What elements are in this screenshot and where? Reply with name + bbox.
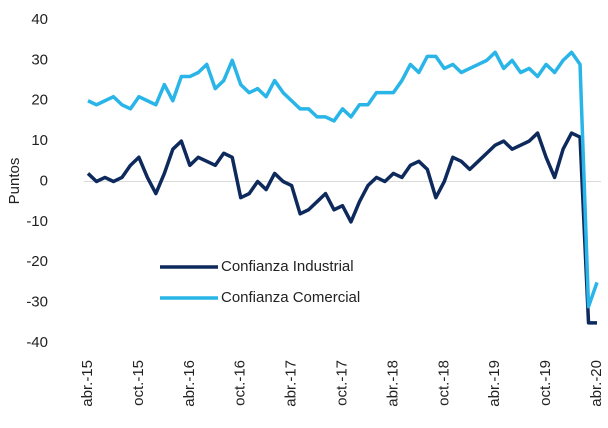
legend-label: Confianza Industrial — [221, 258, 354, 275]
y-tick-label: -40 — [26, 334, 48, 351]
x-tick-label: abr.-20 — [588, 360, 605, 407]
x-tick-label: abr.-16 — [181, 360, 198, 407]
x-tick-label: abr.-18 — [384, 360, 401, 407]
y-tick-label: -30 — [26, 294, 48, 311]
x-tick-label: abr.-15 — [79, 360, 96, 407]
y-tick-label: 30 — [31, 51, 48, 68]
y-tick-label: 40 — [31, 11, 48, 28]
x-tick-label: abr.-17 — [283, 360, 300, 407]
y-tick-label: 20 — [31, 92, 48, 109]
x-tick-label: abr.-19 — [486, 360, 503, 407]
x-tick-label: oct.-16 — [232, 360, 249, 406]
y-tick-label: -20 — [26, 253, 48, 270]
y-tick-label: 0 — [40, 172, 48, 189]
y-tick-label: -10 — [26, 213, 48, 230]
x-tick-label: oct.-19 — [537, 360, 554, 406]
x-tick-label: oct.-18 — [435, 360, 452, 406]
y-axis-title: Puntos — [6, 158, 23, 205]
series-line — [87, 50, 599, 309]
legend-label: Confianza Comercial — [221, 289, 360, 306]
series-line — [86, 131, 597, 325]
y-tick-label: 10 — [31, 132, 48, 149]
x-tick-label: oct.-15 — [130, 360, 147, 406]
x-tick-label: oct.-17 — [333, 360, 350, 406]
